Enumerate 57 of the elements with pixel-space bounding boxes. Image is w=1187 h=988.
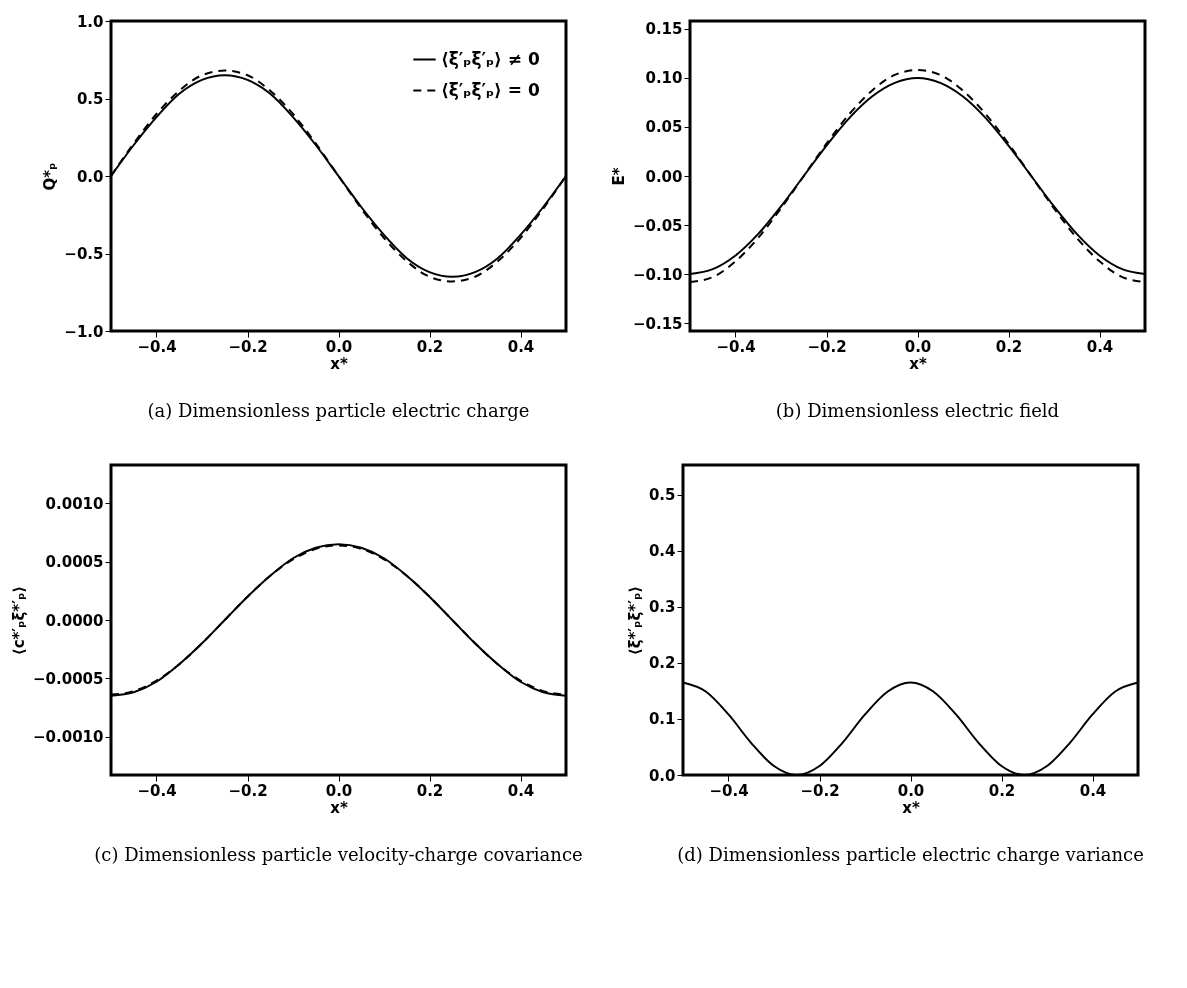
y-tick-label: 0.00 (645, 167, 683, 186)
y-tick-label: 0.1 (648, 710, 676, 729)
text: (d) Dimensionless particle electric charge variance (677, 844, 1144, 865)
y-tick-label: 0.05 (645, 118, 683, 137)
text: (c) Dimensionless particle velocity-charge covariance (94, 844, 583, 865)
y-tick-label: 0.0000 (45, 611, 104, 630)
y-tick-label: 0.3 (648, 598, 676, 617)
y-tick-label: −0.05 (632, 216, 683, 235)
x-tick-label: 0.0 (325, 337, 353, 356)
y-tick-label: 0.0 (76, 167, 104, 186)
y-tick-label: −0.0005 (33, 669, 104, 688)
y-tick-label: −0.15 (632, 314, 683, 333)
y-axis-title: ⟨ξ*′ₚξ*′ₚ⟩ (625, 585, 644, 656)
y-tick-label: 0.10 (645, 69, 683, 88)
y-tick-label: 0.0 (648, 766, 676, 785)
x-tick-label: −0.2 (228, 781, 268, 800)
x-axis-title: x* (902, 798, 920, 817)
y-axis-title: ⟨c*′ₚξ*′ₚ⟩ (10, 585, 29, 656)
x-tick-label: 0.4 (1086, 337, 1114, 356)
x-tick-label: 0.2 (416, 337, 444, 356)
y-tick-label: −0.0010 (33, 728, 104, 747)
legend-label: ⟨ξ′ₚξ′ₚ⟩ ≠ 0 (441, 48, 540, 69)
y-tick-label: 0.5 (76, 90, 104, 108)
x-tick-label: −0.2 (807, 337, 847, 356)
x-axis-title: x* (330, 798, 348, 817)
x-tick-label: 0.0 (904, 337, 932, 356)
x-tick-label: 0.4 (507, 337, 535, 356)
y-axis-title: E* (609, 167, 628, 186)
y-tick-label: −1.0 (64, 322, 104, 341)
y-tick-label: 0.0005 (45, 553, 104, 572)
y-tick-label: 0.2 (648, 654, 676, 673)
x-tick-label: 0.2 (988, 781, 1016, 800)
y-tick-label: −0.10 (632, 265, 683, 284)
x-tick-label: −0.4 (709, 781, 749, 800)
x-tick-label: −0.2 (800, 781, 840, 800)
text: (a) Dimensionless particle electric charge (147, 400, 530, 421)
x-tick-label: 0.0 (325, 781, 353, 800)
y-axis-title: Q*ₚ (41, 162, 60, 191)
x-tick-label: 0.4 (1079, 781, 1107, 800)
text: (b) Dimensionless electric field (775, 400, 1060, 421)
legend-label: ⟨ξ′ₚξ′ₚ⟩ = 0 (441, 79, 540, 100)
x-axis-title: x* (330, 354, 348, 373)
x-axis-title: x* (909, 354, 927, 373)
y-tick-label: 0.15 (645, 20, 683, 39)
x-tick-label: −0.4 (716, 337, 756, 356)
y-tick-label: −0.5 (64, 245, 104, 263)
x-tick-label: 0.2 (416, 781, 444, 800)
x-tick-label: 0.0 (897, 781, 925, 800)
y-tick-label: 0.5 (648, 486, 676, 505)
x-tick-label: 0.2 (995, 337, 1023, 356)
x-tick-label: −0.4 (137, 781, 177, 800)
x-tick-label: −0.4 (137, 337, 177, 356)
y-tick-label: 0.4 (648, 542, 676, 561)
x-tick-label: −0.2 (228, 337, 268, 356)
y-tick-label: 1.0 (76, 12, 104, 31)
y-tick-label: 0.0010 (45, 494, 104, 513)
x-tick-label: 0.4 (507, 781, 535, 800)
